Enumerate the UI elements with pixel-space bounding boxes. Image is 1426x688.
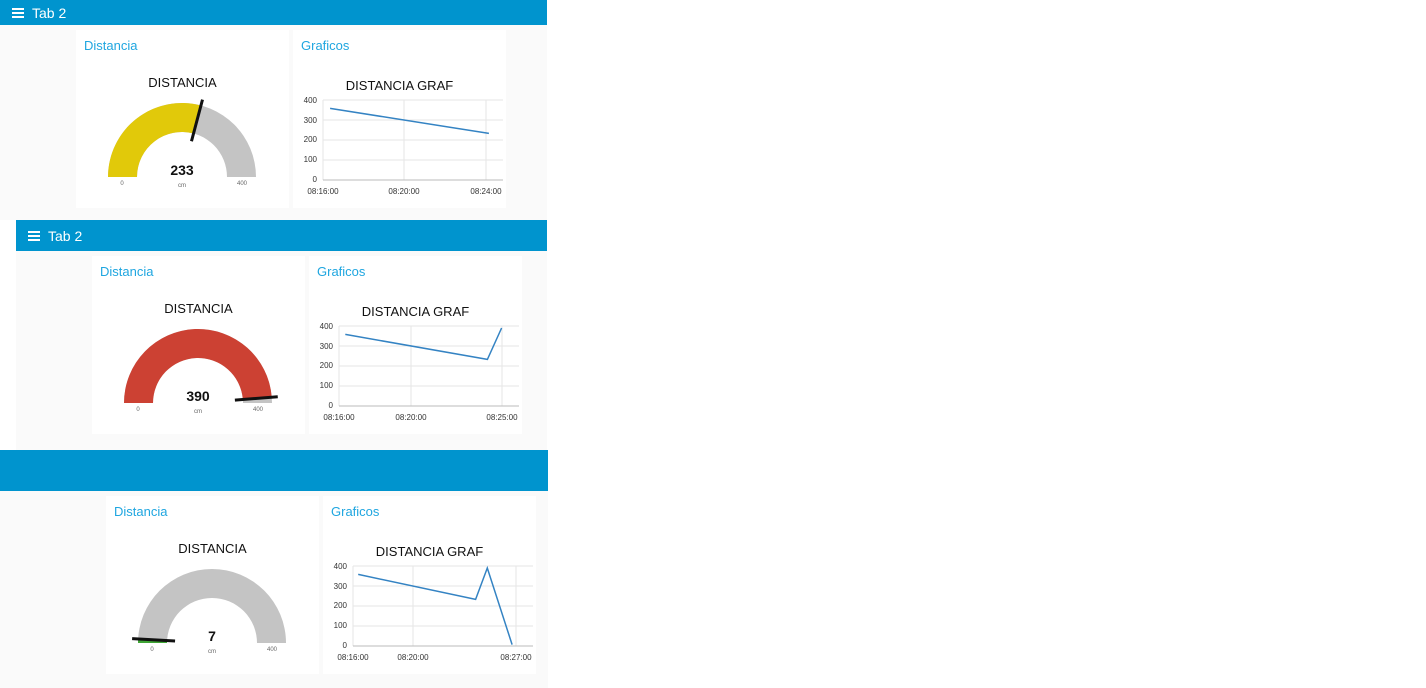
x-tick-label: 08:20:00: [388, 187, 420, 196]
toolbar: [0, 450, 548, 491]
y-tick-label: 0: [343, 641, 348, 650]
line-chart: 400 300 200 100 0 08:16:00 08:20:00 08:2…: [304, 96, 503, 196]
gauge-needle: [132, 637, 176, 643]
x-tick-label: 08:25:00: [486, 413, 518, 422]
y-tick-label: 400: [304, 96, 318, 105]
hamburger-menu-icon[interactable]: [12, 8, 24, 18]
x-tick-label: 08:16:00: [337, 653, 369, 662]
gauge-needle: [234, 395, 278, 402]
y-tick-label: 0: [313, 175, 318, 184]
dashboard-panel-1: Tab 2 Distancia DISTANCIA 233 cm 0 400 G…: [0, 0, 547, 220]
chart-card: Graficos DISTANCIA GRAF 400 300 200 100 …: [293, 30, 506, 208]
gauge-units: cm: [194, 409, 202, 415]
line-chart: 400 300 200 100 0 08:16:00 08:20:00 08:2…: [334, 562, 533, 662]
gauge-card: Distancia DISTANCIA 390 cm 0 400: [92, 256, 305, 434]
toolbar: Tab 2: [16, 220, 547, 251]
dashboard-panel-3: Distancia DISTANCIA 7 cm 0 400 Graficos …: [0, 450, 548, 688]
chart-card: Graficos DISTANCIA GRAF 400 300 200 100 …: [323, 496, 536, 674]
group-title-graficos: Graficos: [331, 504, 380, 519]
group-title-distancia: Distancia: [84, 38, 138, 53]
series-line: [329, 107, 490, 135]
line-chart: 400 300 200 100 0 08:16:00 08:20:00 08:2…: [320, 322, 519, 422]
gauge-min-label: 0: [136, 407, 140, 413]
gauge-value: 7: [208, 628, 216, 644]
toolbar-title: Tab 2: [32, 4, 67, 21]
gauge-svg: 233 cm 0 400: [108, 99, 256, 189]
gauge-card: Distancia DISTANCIA 233 cm 0 400: [76, 30, 289, 208]
y-tick-label: 200: [304, 135, 318, 144]
gauge-svg: 390 cm 0 400: [124, 328, 278, 415]
x-tick-label: 08:16:00: [323, 413, 355, 422]
gauge-track: [138, 569, 286, 643]
x-tick-label: 08:16:00: [307, 187, 339, 196]
x-tick-label: 08:24:00: [470, 187, 502, 196]
y-tick-label: 100: [334, 621, 348, 630]
hamburger-menu-icon[interactable]: [28, 231, 40, 241]
y-tick-label: 100: [304, 155, 318, 164]
group-title-graficos: Graficos: [301, 38, 350, 53]
gauge-units: cm: [208, 649, 216, 655]
y-tick-label: 100: [320, 381, 334, 390]
gauge-fill: [124, 328, 272, 403]
gauge-min-label: 0: [120, 181, 124, 187]
gauge-max-label: 400: [267, 647, 278, 653]
series-line: [345, 327, 503, 361]
gauge-title: DISTANCIA: [148, 75, 217, 90]
toolbar: Tab 2: [0, 0, 547, 25]
y-tick-label: 300: [320, 342, 334, 351]
y-tick-label: 300: [304, 116, 318, 125]
gauge-card: Distancia DISTANCIA 7 cm 0 400: [106, 496, 319, 674]
toolbar-title: Tab 2: [48, 227, 83, 244]
group-title-distancia: Distancia: [100, 264, 154, 279]
gauge-max-label: 400: [253, 407, 264, 413]
x-tick-label: 08:20:00: [397, 653, 429, 662]
y-tick-label: 300: [334, 582, 348, 591]
gauge-value: 390: [186, 388, 210, 404]
group-title-distancia: Distancia: [114, 504, 168, 519]
dashboard-panel-2: Tab 2 Distancia DISTANCIA 390 cm 0 400 G…: [16, 220, 547, 450]
gauge-fill: [108, 103, 201, 177]
gauge-units: cm: [178, 183, 186, 189]
chart-title: DISTANCIA GRAF: [345, 78, 454, 93]
series-line: [358, 565, 513, 645]
x-tick-label: 08:27:00: [500, 653, 532, 662]
group-title-graficos: Graficos: [317, 264, 366, 279]
y-tick-label: 0: [329, 401, 334, 410]
y-tick-label: 400: [320, 322, 334, 331]
gauge-needle: [190, 99, 204, 142]
chart-card: Graficos DISTANCIA GRAF 400 300 200 100 …: [309, 256, 522, 434]
gauge-title: DISTANCIA: [164, 301, 233, 316]
gauge-value: 233: [170, 162, 194, 178]
chart-title: DISTANCIA GRAF: [361, 304, 470, 319]
gauge-min-label: 0: [150, 647, 154, 653]
x-tick-label: 08:20:00: [395, 413, 427, 422]
chart-title: DISTANCIA GRAF: [375, 544, 484, 559]
gauge-max-label: 400: [237, 181, 248, 187]
y-tick-label: 400: [334, 562, 348, 571]
gauge-title: DISTANCIA: [178, 541, 247, 556]
y-tick-label: 200: [320, 361, 334, 370]
gauge-svg: 7 cm 0 400: [132, 569, 286, 655]
y-tick-label: 200: [334, 601, 348, 610]
